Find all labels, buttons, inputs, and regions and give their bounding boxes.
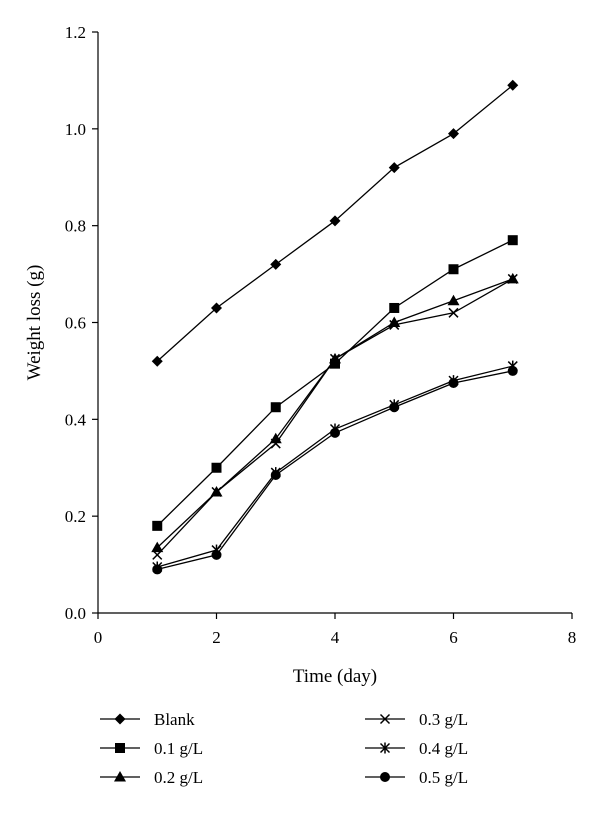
legend-marker: [115, 743, 125, 753]
data-point: [329, 215, 341, 227]
data-point: [388, 162, 400, 174]
y-tick-label: 0.2: [65, 507, 86, 526]
data-point: [152, 520, 163, 531]
legend-marker: [114, 771, 126, 782]
data-point: [211, 462, 222, 473]
legend-item: Blank: [100, 710, 195, 729]
data-point: [151, 541, 164, 553]
x-tick-label: 4: [331, 628, 340, 647]
legend-item: 0.1 g/L: [100, 739, 203, 758]
series-0-4-g-l: [152, 360, 518, 573]
data-point: [152, 564, 163, 575]
x-tick-label: 8: [568, 628, 577, 647]
data-point: [448, 378, 459, 389]
data-point: [270, 402, 281, 413]
data-point: [211, 302, 222, 314]
y-tick-label: 0.0: [65, 604, 86, 623]
legend-item: 0.3 g/L: [365, 710, 468, 729]
series-blank: [151, 79, 519, 367]
y-tick-label: 1.0: [65, 120, 86, 139]
y-axis-label: Weight loss (g): [24, 265, 45, 381]
legend-label: Blank: [154, 710, 195, 729]
legend-marker: [380, 772, 390, 782]
data-point: [389, 402, 400, 413]
series-line: [157, 370, 513, 571]
data-point: [211, 486, 222, 497]
legend-label: 0.2 g/L: [154, 768, 203, 787]
data-point: [448, 264, 459, 275]
series-0-5-g-l: [152, 365, 518, 575]
data-point: [448, 128, 459, 140]
data-point: [211, 549, 222, 560]
series-layer: [151, 79, 519, 575]
data-point: [507, 273, 518, 284]
data-point: [329, 353, 341, 364]
series-0-2-g-l: [151, 272, 519, 553]
x-tick-label: 0: [94, 628, 103, 647]
data-point: [270, 470, 281, 481]
series-0-3-g-l: [152, 273, 518, 560]
legend-label: 0.5 g/L: [419, 768, 468, 787]
x-tick-label: 6: [449, 628, 458, 647]
y-tick-label: 0.4: [65, 410, 87, 429]
legend: Blank 0.1 g/L 0.2 g/L 0.3 g/L 0.4 g/L 0.5 g/L: [100, 710, 468, 787]
series-line: [156, 239, 514, 527]
x-tick-label: 2: [212, 628, 221, 647]
data-point: [330, 358, 340, 369]
legend-marker: [379, 742, 391, 754]
data-point: [389, 302, 400, 313]
legend-marker: [379, 713, 391, 725]
legend-item: 0.5 g/L: [365, 768, 468, 787]
data-point: [389, 319, 400, 330]
y-tick-label: 1.2: [65, 23, 86, 42]
series-0-1-g-l: [152, 235, 518, 531]
data-point: [152, 549, 163, 560]
series-line: [156, 278, 513, 549]
legend-item: 0.4 g/L: [365, 739, 468, 758]
series-line: [157, 365, 513, 568]
data-point: [270, 258, 282, 270]
data-point: [330, 427, 340, 438]
y-tick-label: 0.8: [65, 217, 86, 236]
legend-label: 0.1 g/L: [154, 739, 203, 758]
legend-label: 0.4 g/L: [419, 739, 468, 758]
legend-marker: [114, 713, 126, 725]
data-point: [507, 365, 518, 376]
legend-item: 0.2 g/L: [100, 768, 203, 787]
data-point: [507, 79, 519, 91]
data-point: [151, 355, 163, 367]
x-axis-label: Time (day): [293, 666, 377, 687]
data-point: [270, 438, 281, 449]
series-line: [156, 278, 514, 556]
data-point: [447, 294, 460, 306]
axes: 0.0 0.2 0.4 0.6 0.8 1.0 1.2 0 2 4 6 8: [65, 23, 577, 647]
data-point: [507, 235, 518, 246]
data-point: [448, 307, 459, 318]
y-tick-label: 0.6: [65, 314, 86, 333]
legend-label: 0.3 g/L: [419, 710, 468, 729]
